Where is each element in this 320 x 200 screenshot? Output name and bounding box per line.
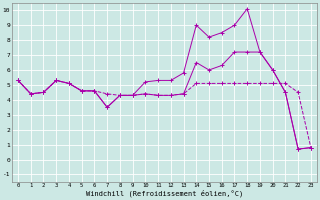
X-axis label: Windchill (Refroidissement éolien,°C): Windchill (Refroidissement éolien,°C) [86, 190, 243, 197]
